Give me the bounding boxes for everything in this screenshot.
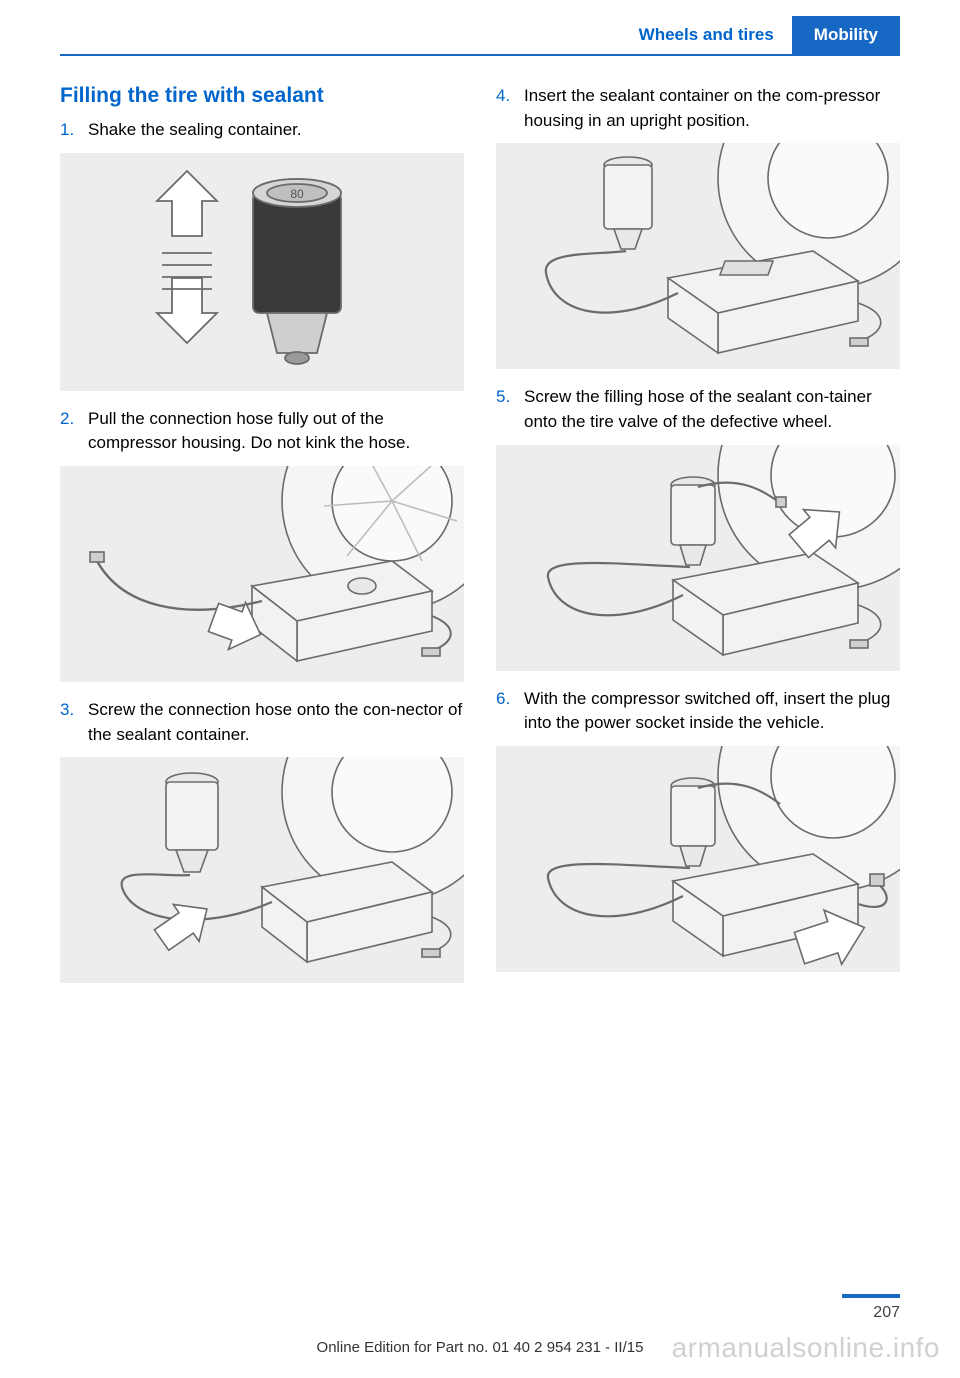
svg-text:80: 80 — [290, 187, 304, 201]
page-header: Wheels and tires Mobility — [60, 16, 900, 54]
step-1: 1. Shake the sealing container. — [60, 118, 464, 143]
step-text: With the compressor switched off, insert… — [524, 687, 900, 736]
header-chapter-label: Mobility — [792, 16, 900, 54]
step-2: 2. Pull the connection hose fully out of… — [60, 407, 464, 456]
left-column: Filling the tire with sealant 1. Shake t… — [60, 84, 464, 999]
watermark-text: armanualsonline.info — [672, 1332, 940, 1364]
header-rule — [60, 54, 900, 56]
step-6: 6. With the compressor switched off, ins… — [496, 687, 900, 736]
step-number: 2. — [60, 407, 88, 432]
page-number-bar — [842, 1294, 900, 1298]
step-4: 4. Insert the sealant container on the c… — [496, 84, 900, 133]
illustration-shake-container: 80 — [60, 153, 464, 391]
step-number: 1. — [60, 118, 88, 143]
step-number: 6. — [496, 687, 524, 712]
step-number: 5. — [496, 385, 524, 410]
illustration-plug-socket — [496, 746, 900, 972]
right-column: 4. Insert the sealant container on the c… — [496, 84, 900, 999]
step-3: 3. Screw the connection hose onto the co… — [60, 698, 464, 747]
step-5: 5. Screw the filling hose of the sealant… — [496, 385, 900, 434]
illustration-pull-hose — [60, 466, 464, 682]
step-text: Pull the connection hose fully out of th… — [88, 407, 464, 456]
step-text: Screw the connection hose onto the con‐n… — [88, 698, 464, 747]
step-number: 3. — [60, 698, 88, 723]
illustration-screw-valve — [496, 445, 900, 671]
illustration-screw-connector — [60, 757, 464, 983]
step-text: Shake the sealing container. — [88, 118, 464, 143]
step-text: Insert the sealant container on the com‐… — [524, 84, 900, 133]
illustration-insert-container — [496, 143, 900, 369]
step-text: Screw the filling hose of the sealant co… — [524, 385, 900, 434]
section-title: Filling the tire with sealant — [60, 84, 464, 108]
content-columns: Filling the tire with sealant 1. Shake t… — [60, 84, 900, 999]
page-number: 207 — [873, 1304, 900, 1322]
header-section-label: Wheels and tires — [621, 16, 792, 54]
step-number: 4. — [496, 84, 524, 109]
